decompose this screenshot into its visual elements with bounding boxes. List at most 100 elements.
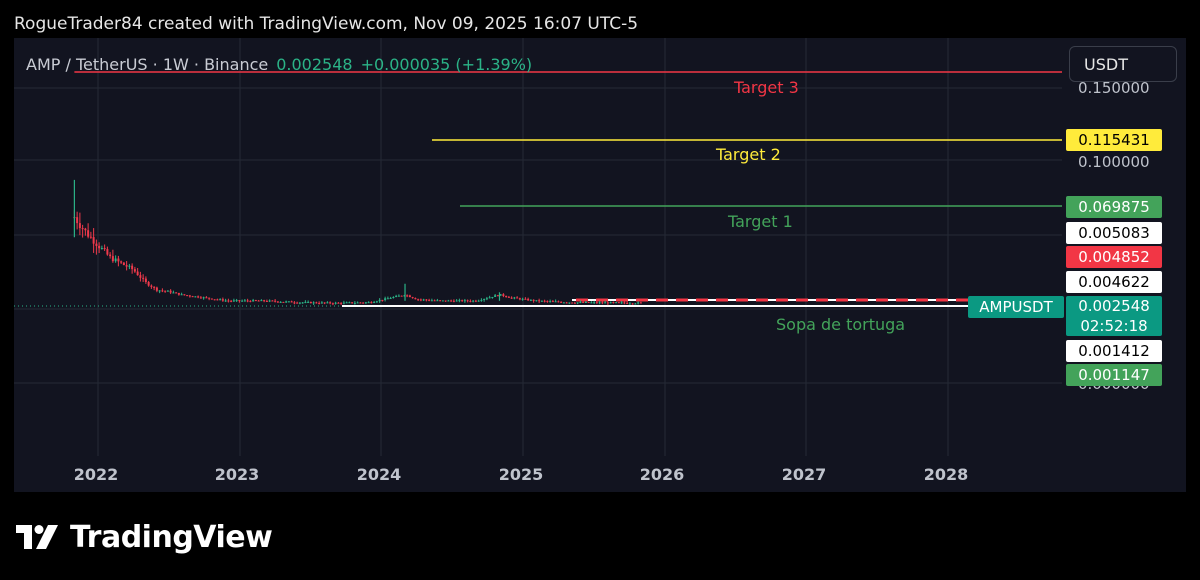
candle-body — [637, 302, 640, 304]
candle-body — [301, 302, 304, 304]
candle-body — [521, 298, 524, 300]
candle-body — [351, 302, 354, 304]
candle-body — [180, 294, 183, 296]
candle-body — [197, 296, 200, 298]
candle-body — [249, 300, 252, 302]
candle-body — [499, 294, 502, 296]
candle-body — [392, 296, 395, 299]
candle-body — [122, 262, 125, 266]
candle-body — [546, 300, 549, 302]
candle-body — [103, 248, 106, 250]
candle-body — [290, 301, 293, 303]
candle-body — [436, 300, 439, 302]
candle-body — [370, 302, 373, 304]
candle-body — [419, 299, 422, 301]
price-chart[interactable] — [14, 38, 1186, 492]
candle-body — [488, 297, 491, 299]
candle-body — [238, 300, 241, 302]
chart-area[interactable]: AMP / TetherUS · 1W · Binance 0.002548 +0.… — [14, 38, 1186, 492]
candle-body — [527, 298, 530, 301]
candle-body — [639, 302, 642, 304]
price-tag-mid: 0.004622 — [1066, 271, 1162, 293]
candle-body — [466, 300, 469, 302]
candle-body — [516, 297, 519, 299]
candle-body — [199, 297, 202, 299]
x-axis-tick: 2024 — [356, 465, 402, 484]
candle-body — [505, 296, 508, 298]
candle-body — [142, 277, 145, 279]
candle-body — [194, 296, 197, 298]
candle-body — [422, 299, 425, 301]
candle-body — [254, 300, 257, 302]
candle-body — [279, 301, 282, 303]
candle-body — [397, 295, 400, 297]
candle-body — [161, 290, 164, 292]
candle-body — [444, 300, 447, 302]
candle-body — [573, 302, 576, 304]
candle-body — [417, 299, 420, 301]
last-price: 0.002548 — [276, 55, 353, 74]
candle-body — [356, 302, 359, 304]
candle-body — [576, 302, 579, 304]
x-axis-tick: 2025 — [498, 465, 544, 484]
candle-body — [111, 256, 114, 262]
candle-body — [265, 300, 268, 302]
candle-body — [81, 228, 84, 230]
candle-body — [590, 302, 593, 304]
candle-body — [491, 296, 494, 298]
candle-body — [604, 302, 607, 304]
candle-body — [340, 302, 343, 304]
candle-body — [133, 269, 136, 272]
candle-body — [601, 302, 604, 304]
candle-body — [617, 302, 620, 304]
candle-body — [76, 217, 79, 224]
price-tag-high: 0.005083 — [1066, 222, 1162, 244]
candle-body — [606, 302, 609, 304]
candle-body — [628, 303, 631, 305]
candle-body — [406, 295, 409, 297]
candle-body — [571, 302, 574, 304]
scale-label: 0.100000 — [1078, 153, 1150, 171]
candle-body — [276, 301, 279, 303]
currency-unit-button[interactable]: USDT — [1069, 46, 1177, 82]
candle-body — [257, 300, 260, 302]
candle-body — [177, 292, 180, 295]
candle-body — [353, 302, 356, 304]
candle-body — [441, 300, 444, 302]
candle-body — [186, 295, 189, 297]
candle-body — [205, 297, 208, 299]
candle-body — [153, 286, 156, 288]
candle-body — [87, 230, 90, 237]
candle-body — [114, 258, 117, 262]
candle-body — [364, 302, 367, 304]
candle-body — [213, 299, 216, 301]
candle-body — [263, 300, 266, 302]
price-tag-red: 0.004852 — [1066, 246, 1162, 268]
candle-body — [477, 300, 480, 302]
candle-body — [285, 301, 288, 303]
candle-body — [216, 299, 219, 301]
candle-body — [326, 302, 329, 304]
candle-body — [274, 300, 277, 302]
price-tag-green-low: 0.001147 — [1066, 364, 1162, 386]
candle-body — [169, 290, 172, 293]
candle-body — [463, 300, 466, 302]
candle-body — [494, 295, 497, 297]
candle-body — [609, 302, 612, 304]
candle-body — [535, 300, 538, 302]
candle-body — [384, 298, 387, 301]
candle-body — [334, 302, 337, 304]
candle-body — [243, 300, 246, 302]
candle-body — [323, 302, 326, 304]
candle-body — [241, 300, 244, 302]
candle-body — [329, 302, 332, 304]
candle-body — [634, 303, 637, 305]
candle-body — [565, 302, 568, 304]
candle-body — [260, 300, 263, 302]
candle-body — [109, 254, 112, 257]
candle-body — [411, 297, 414, 299]
candle-body — [598, 302, 601, 304]
candle-body — [450, 300, 453, 302]
candle-body — [408, 295, 411, 298]
x-axis-tick: 2028 — [923, 465, 969, 484]
